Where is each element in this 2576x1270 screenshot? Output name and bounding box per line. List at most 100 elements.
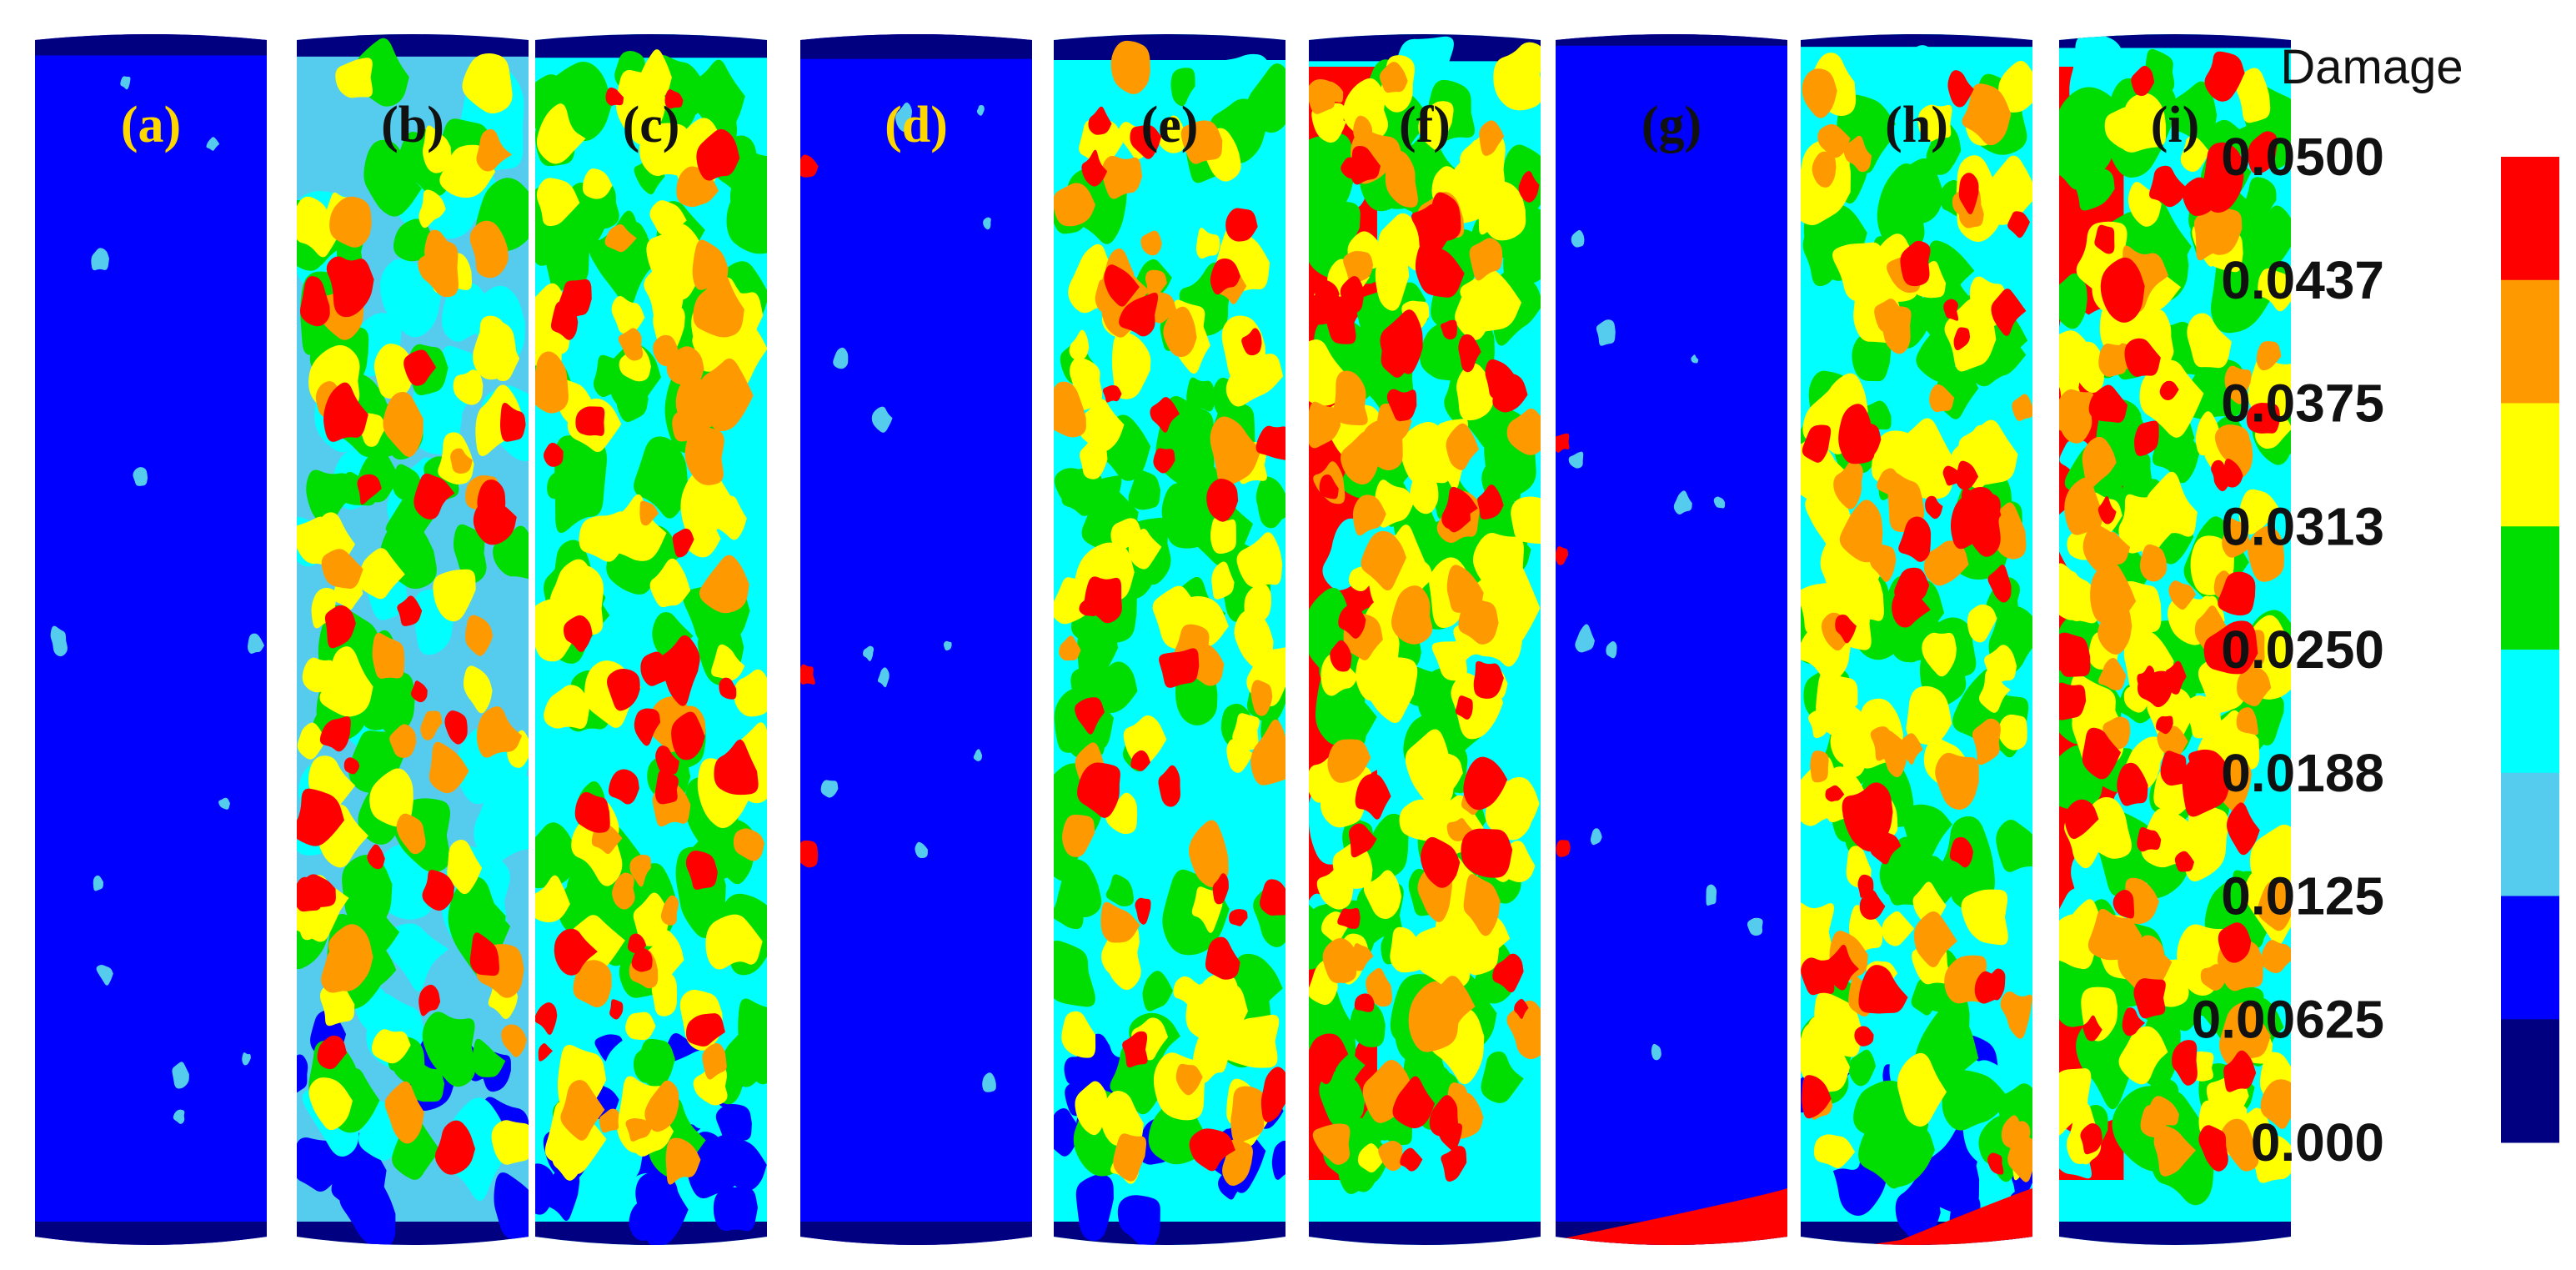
- damage-patch: [1463, 874, 1501, 936]
- damage-hotspot: [1556, 546, 1569, 565]
- specimen-top-cap: [800, 34, 1032, 59]
- damage-patch: [308, 1077, 353, 1131]
- damage-patch: [2112, 889, 2135, 919]
- damage-patch: [1064, 1057, 1087, 1084]
- legend-tick-label: 0.0437: [2221, 250, 2384, 310]
- damage-patch: [1075, 1081, 1107, 1136]
- damage-patch: [733, 828, 764, 861]
- damage-patch: [535, 822, 579, 889]
- damage-patch: [173, 1109, 185, 1124]
- damage-patch: [1441, 486, 1478, 529]
- damage-patch: [697, 758, 751, 829]
- damage-patch: [476, 128, 513, 172]
- damage-patch: [2117, 762, 2148, 806]
- damage-patch: [649, 200, 687, 236]
- damage-patch: [422, 125, 452, 173]
- specimen-panel-i: (i): [2059, 34, 2291, 1245]
- damage-patch: [1801, 444, 1839, 496]
- damage-patch: [1446, 423, 1479, 470]
- damage-patch: [1935, 752, 1979, 810]
- damage-patch: [1575, 624, 1595, 653]
- damage-patch: [833, 347, 849, 369]
- damage-patch: [1511, 496, 1541, 545]
- specimen-bottom-cap: [800, 1222, 1032, 1245]
- damage-patch: [1802, 68, 1837, 118]
- damage-patch: [2236, 68, 2271, 123]
- damage-patch: [2059, 632, 2091, 677]
- damage-patch: [685, 851, 718, 890]
- damage-patch: [625, 1118, 653, 1142]
- damage-patch: [1455, 284, 1495, 340]
- damage-patch: [329, 196, 372, 248]
- damage-hotspot: [1950, 487, 2002, 550]
- damage-patch: [2094, 224, 2115, 254]
- damage-patch: [1079, 399, 1125, 452]
- damage-patch: [719, 677, 737, 700]
- damage-patch: [2155, 715, 2173, 735]
- damage-patch: [699, 555, 749, 614]
- specimen-panel-f: (f): [1309, 34, 1541, 1245]
- damage-hotspot: [800, 664, 815, 685]
- damage-patch: [1835, 614, 1857, 644]
- damage-patch: [1309, 401, 1341, 449]
- damage-patch: [1331, 370, 1368, 426]
- damage-patch: [1810, 750, 1829, 783]
- damage-hotspot: [1104, 264, 1140, 307]
- damage-patch: [1130, 750, 1150, 771]
- damage-patch: [612, 872, 635, 910]
- damage-patch: [1312, 1123, 1351, 1165]
- damage-patch: [734, 669, 767, 717]
- damage-patch: [2122, 1007, 2146, 1037]
- damage-patch: [242, 1052, 251, 1066]
- damage-patch: [1255, 476, 1285, 525]
- damage-patch: [604, 223, 637, 253]
- damage-patch: [702, 1043, 727, 1080]
- damage-hotspot: [634, 708, 661, 746]
- damage-hotspot: [1415, 242, 1465, 298]
- damage-patch: [1110, 518, 1142, 551]
- damage-patch: [1812, 151, 1837, 188]
- damage-patch: [1418, 101, 1454, 151]
- damage-patch: [605, 494, 667, 561]
- damage-patch: [317, 1035, 347, 1070]
- damage-patch: [983, 217, 991, 230]
- damage-patch: [1355, 773, 1391, 820]
- damage-patch: [2183, 801, 2229, 881]
- damage-hotspot: [1858, 965, 1908, 1014]
- damage-patch: [1458, 596, 1499, 645]
- damage-patch: [1898, 516, 1932, 562]
- damage-patch: [700, 358, 754, 432]
- damage-hotspot: [2203, 620, 2258, 675]
- specimen-panel-h: (h): [1801, 34, 2032, 1245]
- damage-patch: [1998, 714, 2027, 750]
- damage-patch: [1492, 374, 1528, 413]
- damage-patch: [1673, 490, 1692, 515]
- damage-patch: [2149, 165, 2188, 208]
- damage-patch: [2059, 914, 2097, 970]
- damage-patch: [1877, 163, 1925, 251]
- damage-patch: [544, 442, 564, 467]
- damage-patch: [91, 248, 109, 271]
- damage-patch: [973, 749, 983, 761]
- damage-patch: [1455, 695, 1473, 720]
- damage-patch: [1195, 228, 1220, 259]
- damage-patch: [343, 757, 360, 775]
- damage-patch: [549, 565, 604, 640]
- damage-patch: [1825, 785, 1845, 802]
- damage-hotspot: [657, 635, 700, 706]
- damage-patch: [1506, 1000, 1541, 1060]
- damage-patch: [383, 392, 423, 457]
- damage-patch: [711, 644, 745, 681]
- damage-patch: [1084, 576, 1122, 624]
- damage-patch: [248, 633, 265, 654]
- damage-patch: [367, 844, 385, 870]
- damage-patch: [629, 855, 651, 887]
- damage-patch: [552, 1141, 580, 1181]
- damage-patch: [172, 1062, 189, 1089]
- legend-tick-label: 0.0250: [2221, 620, 2384, 680]
- damage-patch: [1222, 1014, 1280, 1068]
- damage-patch: [464, 665, 493, 714]
- damage-patch: [2236, 707, 2258, 735]
- damage-patch: [462, 53, 513, 114]
- damage-patch: [1906, 685, 1952, 745]
